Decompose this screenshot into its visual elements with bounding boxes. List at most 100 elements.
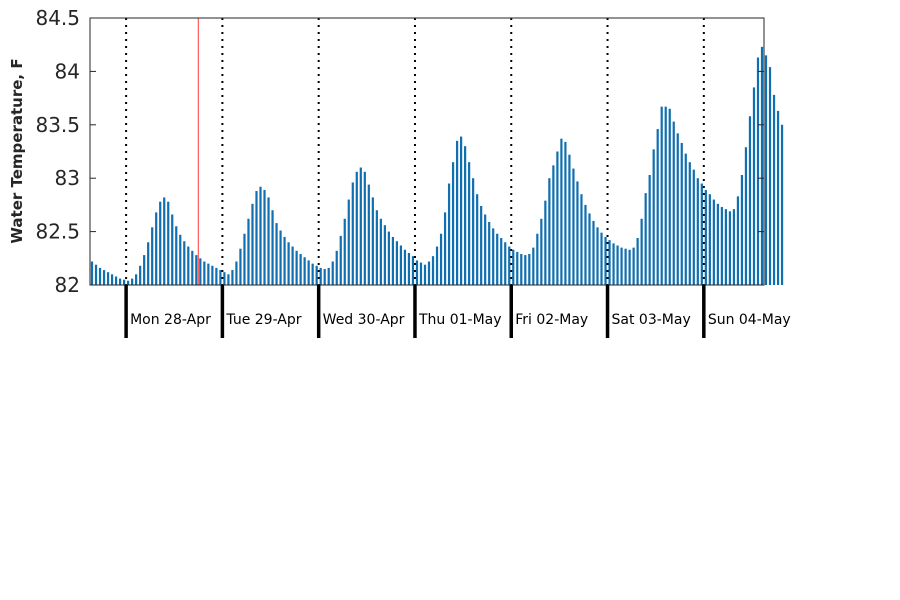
day-label: Tue 29-Apr: [225, 312, 301, 328]
bar: [612, 243, 615, 285]
bar: [259, 186, 262, 285]
bar: [275, 223, 278, 285]
bar: [480, 205, 483, 285]
bar: [540, 218, 543, 285]
bar: [648, 175, 651, 285]
bar: [632, 247, 635, 285]
day-labels: Mon 28-Apr Tue 29-Apr Wed 30-Apr Thu 01-May…: [130, 312, 791, 328]
bar: [303, 257, 306, 285]
bar: [656, 129, 659, 285]
day-dividers: [124, 285, 706, 338]
bar: [616, 245, 619, 285]
bar: [451, 162, 455, 285]
bar: [371, 197, 374, 285]
bar: [484, 214, 487, 285]
bar: [588, 213, 591, 285]
bar: [223, 272, 226, 285]
bar: [716, 203, 719, 285]
bar: [568, 154, 571, 285]
day-label: Wed 30-Apr: [323, 312, 405, 328]
bar: [439, 233, 443, 285]
y-tick-label: 84.5: [35, 6, 80, 30]
bar: [544, 200, 547, 285]
day-label: Sun 04-May: [708, 312, 791, 328]
bar: [411, 256, 415, 285]
bar: [335, 250, 338, 285]
bar: [620, 247, 623, 285]
bar: [748, 116, 752, 285]
bar: [564, 141, 567, 285]
bar: [114, 276, 118, 285]
bar: [395, 241, 399, 285]
bar: [159, 201, 162, 285]
bar: [415, 260, 419, 285]
bar: [375, 210, 378, 285]
bar: [347, 199, 350, 285]
bar: [752, 87, 756, 285]
bar: [572, 168, 575, 285]
bar: [576, 181, 579, 285]
bar: [504, 242, 507, 285]
bar: [744, 147, 748, 285]
bar: [500, 238, 503, 285]
bar: [584, 204, 587, 285]
bar: [343, 218, 346, 285]
bar: [492, 228, 495, 285]
bar: [668, 108, 671, 285]
bar: [102, 270, 106, 285]
bar: [780, 124, 784, 285]
bar: [219, 270, 222, 285]
bar: [407, 252, 411, 285]
bar: [283, 236, 286, 285]
bar: [367, 184, 370, 285]
bar: [652, 149, 655, 285]
bar: [431, 256, 435, 285]
bar: [163, 197, 166, 285]
bar: [239, 248, 242, 285]
bar: [123, 279, 126, 285]
bar: [387, 231, 390, 285]
bar: [207, 263, 210, 285]
bar: [512, 249, 515, 285]
bar: [339, 235, 342, 285]
bar: [624, 248, 627, 285]
bar: [464, 146, 467, 285]
bar: [135, 274, 138, 285]
bar: [560, 138, 563, 285]
bar: [712, 199, 715, 285]
bar: [688, 162, 691, 285]
bar: [628, 249, 631, 285]
bar: [496, 233, 499, 285]
bar: [271, 210, 274, 285]
bar: [419, 262, 423, 285]
bar: [231, 270, 234, 285]
bar: [776, 110, 780, 285]
bar: [247, 218, 250, 285]
bar: [684, 153, 687, 285]
bar: [319, 267, 322, 285]
y-axis-label: Water Temperature, F: [8, 58, 26, 243]
bar: [235, 261, 238, 285]
bar: [94, 264, 98, 285]
bar: [187, 246, 190, 285]
bar: [327, 267, 330, 285]
bar: [355, 171, 358, 285]
bar: [604, 236, 607, 285]
bar: [532, 247, 535, 285]
bar: [468, 162, 471, 285]
bar: [732, 209, 736, 285]
bar: [596, 227, 599, 285]
bar: [127, 280, 130, 285]
day-label: Thu 01-May: [418, 312, 502, 328]
bar: [423, 264, 427, 285]
axes-frame: [89, 17, 765, 286]
bar: [175, 226, 178, 285]
bar: [600, 232, 603, 285]
bar: [255, 191, 258, 285]
bar: [640, 218, 643, 285]
bar: [323, 268, 326, 285]
bar: [167, 201, 170, 285]
bar: [295, 250, 298, 285]
bar: [608, 240, 611, 285]
